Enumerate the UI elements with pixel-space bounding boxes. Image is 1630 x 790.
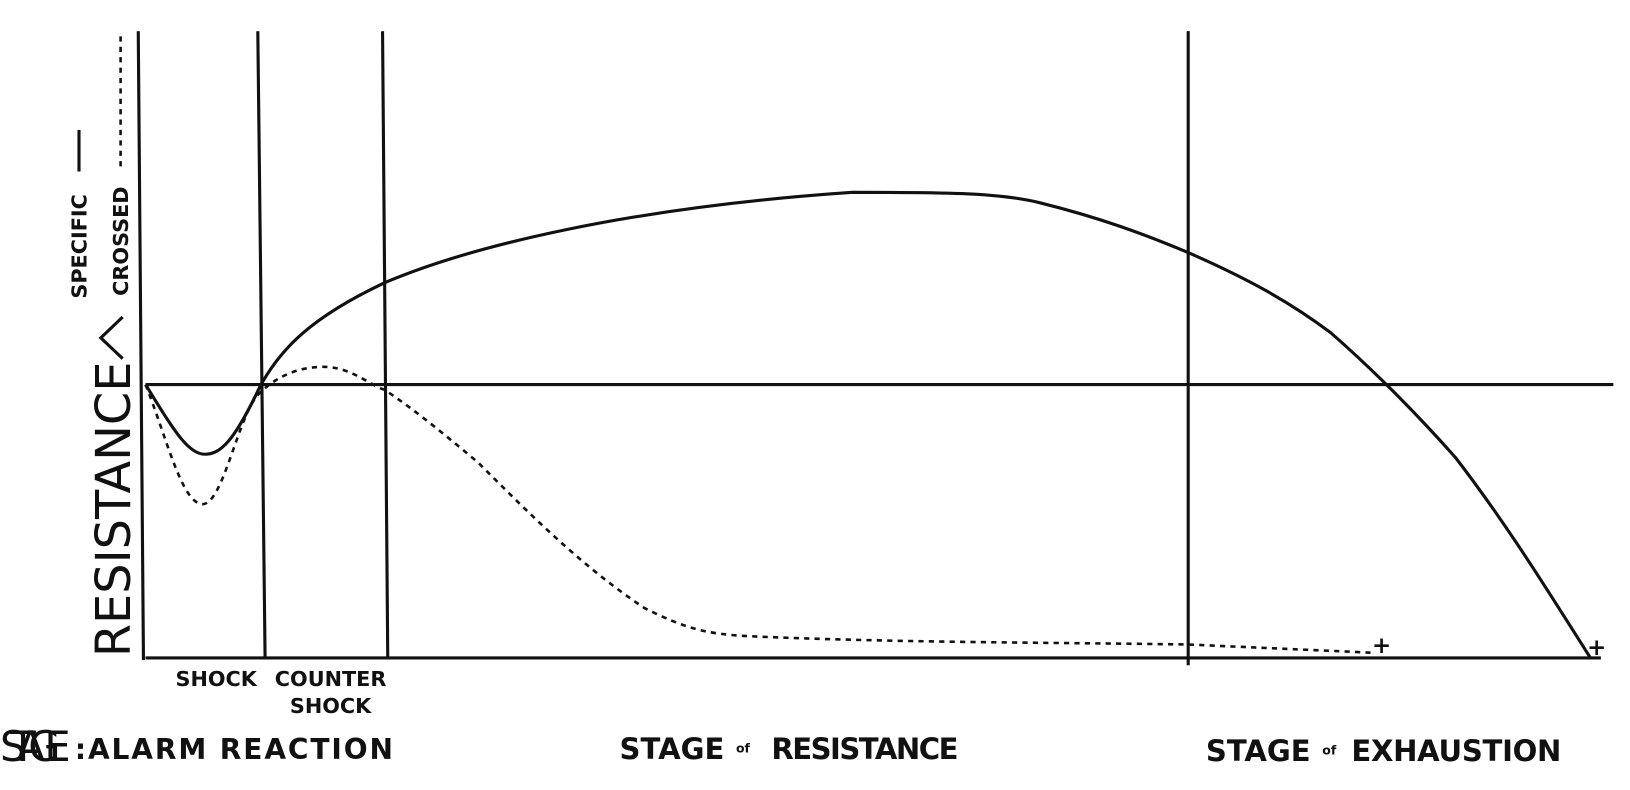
crossed-curve [144,365,1373,655]
end-mark: + [1372,633,1391,659]
frame [136,31,1614,666]
phase-label: SHOCK [290,694,372,718]
phase-label: SHOCK [176,667,258,691]
stage-label: RESISTANCE [771,732,958,766]
divider [380,31,390,658]
stage-label: EXHAUSTION [1351,734,1561,768]
legend-label: SPECIFIC [67,194,91,299]
stage-label: STAGE [620,732,725,766]
divider [256,31,267,659]
stage-prefix: STAGE [0,722,71,771]
stage-connector: of [736,741,751,756]
specific-curve [144,190,1592,659]
phase-label: COUNTER [275,667,387,691]
left-axis [136,31,146,661]
legend-bracket [98,315,124,360]
end-mark: + [1587,635,1606,661]
stage-label: :ALARM REACTION [75,733,393,766]
legend-label: CROSSED [109,186,133,295]
stage-label: STAGE [1206,734,1311,768]
axis-label: RESISTANCE [87,361,142,657]
stage-connector: of [1322,743,1337,758]
